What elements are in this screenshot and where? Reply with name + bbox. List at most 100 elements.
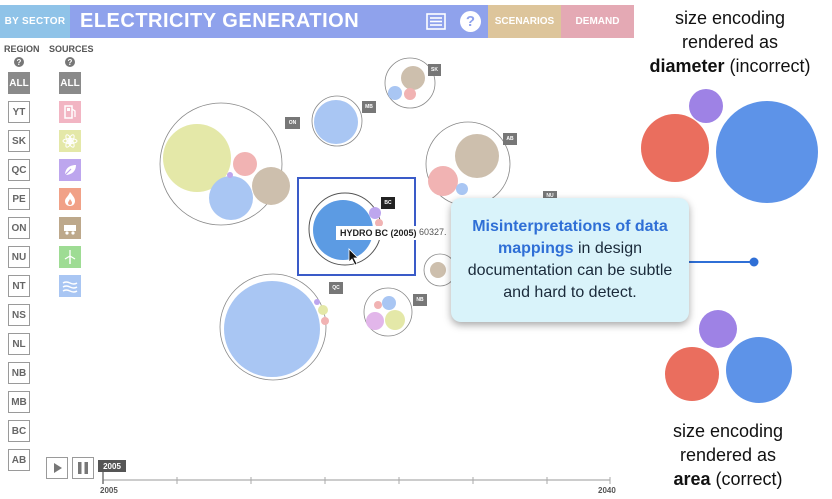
mb-hydro-bubble[interactable]: [314, 100, 358, 144]
region-button-bc[interactable]: BC: [8, 420, 30, 442]
source-button-hydro[interactable]: [59, 275, 81, 297]
callout-highlight: Misinterpretations of data mappings: [472, 218, 668, 257]
page-title: ELECTRICITY GENERATION: [80, 10, 360, 32]
nb-biomass-bubble[interactable]: [366, 312, 384, 330]
nb-gas-bubble[interactable]: [374, 301, 382, 309]
pause-icon: [78, 462, 88, 474]
region-button-nb[interactable]: NB: [8, 362, 30, 384]
tab-by-sector[interactable]: BY SECTOR: [0, 5, 70, 38]
source-button-biomass[interactable]: [59, 159, 81, 181]
region-button-on[interactable]: ON: [8, 217, 30, 239]
qc-biomass-bubble[interactable]: [314, 299, 320, 305]
timeline-end-label: 2040: [598, 486, 616, 495]
help-icon[interactable]: ?: [460, 11, 481, 32]
region-tag-ab: AB: [503, 133, 517, 145]
source-button-nuclear[interactable]: [59, 130, 81, 152]
region-button-nu[interactable]: NU: [8, 246, 30, 268]
region-button-yt[interactable]: YT: [8, 101, 30, 123]
annotation-area-suffix: (correct): [710, 469, 783, 489]
coal-cart-icon: [64, 225, 76, 235]
region-tag-qc: QC: [329, 282, 343, 294]
region-button-ab[interactable]: AB: [8, 449, 30, 471]
example-diameter-red: [641, 114, 709, 182]
callout-rest: in design documentation can be subtle an…: [467, 240, 673, 301]
annotation-area: size encoding rendered as area (correct): [628, 419, 828, 491]
region-tag-mb: MB: [362, 101, 376, 113]
region-tag-nu: NU: [543, 191, 557, 201]
hydro-waves-icon: [62, 281, 78, 293]
bc-gas-bubble[interactable]: [375, 219, 383, 227]
callout-box: Misinterpretations of data mappings in d…: [451, 198, 689, 322]
example-diameter-blue: [716, 101, 818, 203]
qc-hydro-bubble[interactable]: [224, 281, 320, 377]
annotation-diameter-suffix: (incorrect): [724, 56, 811, 76]
example-diameter-purple: [689, 89, 723, 123]
source-button-coal[interactable]: [59, 217, 81, 239]
timeline-current-year[interactable]: 2005: [98, 460, 126, 472]
timeline-ticks: [176, 477, 611, 484]
ab-gas-bubble[interactable]: [428, 166, 458, 196]
annotation-area-bold: area: [673, 469, 711, 489]
example-area-blue: [726, 337, 792, 403]
source-button-all[interactable]: ALL: [59, 72, 81, 94]
ab-coal-bubble[interactable]: [455, 134, 499, 178]
sk-gas-bubble[interactable]: [404, 88, 416, 100]
list-icon[interactable]: [426, 13, 446, 30]
nb-hydro-bubble[interactable]: [382, 296, 396, 310]
flame-icon: [65, 192, 75, 206]
play-icon: [54, 463, 62, 473]
connector-dot: [749, 257, 759, 267]
callout-text: Misinterpretations of data mappings in d…: [451, 216, 689, 304]
on-biomass-bubble[interactable]: [227, 172, 233, 178]
qc-gas-bubble[interactable]: [321, 317, 329, 325]
region-label: REGION: [4, 44, 40, 54]
sources-help-icon[interactable]: ?: [65, 57, 75, 67]
example-area-purple: [699, 310, 737, 348]
source-button-gas[interactable]: [59, 188, 81, 210]
nuclear-icon: [62, 134, 78, 148]
tooltip-value: 60327.: [419, 227, 447, 237]
tab-scenarios[interactable]: SCENARIOS: [488, 5, 561, 38]
region-tag-bc: BC: [381, 197, 395, 209]
source-button-oil[interactable]: [59, 101, 81, 123]
annotation-diameter-line1: size encoding: [674, 8, 786, 28]
region-button-nt[interactable]: NT: [8, 275, 30, 297]
tooltip-label: HYDRO BC (2005): [336, 226, 421, 240]
on-nuclear-bubble[interactable]: [163, 124, 231, 192]
annotation-diameter: size encoding rendered as diameter (inco…: [630, 6, 830, 78]
region-button-mb[interactable]: MB: [8, 391, 30, 413]
annotation-area-line1: size encoding: [672, 421, 784, 441]
wind-solar-icon: [64, 250, 76, 264]
region-button-qc[interactable]: QC: [8, 159, 30, 181]
tab-demand[interactable]: DEMAND: [561, 5, 634, 38]
sources-label: SOURCES: [49, 44, 94, 54]
on-coal-bubble[interactable]: [233, 152, 257, 176]
play-button[interactable]: [46, 457, 68, 479]
pause-button[interactable]: [72, 457, 94, 479]
mouse-cursor: [348, 248, 359, 266]
on-hydro-bubble[interactable]: [209, 176, 253, 220]
ab-hydro-bubble[interactable]: [456, 183, 468, 195]
sk-hydro-bubble[interactable]: [388, 86, 402, 100]
region-tag-on: ON: [285, 117, 300, 129]
region-button-pe[interactable]: PE: [8, 188, 30, 210]
nb-nuclear-bubble[interactable]: [385, 310, 405, 330]
example-area-red: [665, 347, 719, 401]
region-button-all[interactable]: ALL: [8, 72, 30, 94]
region-help-icon[interactable]: ?: [14, 57, 24, 67]
annotation-area-line2: rendered as: [679, 445, 777, 465]
timeline-start-label: 2005: [100, 486, 118, 495]
biomass-leaf-icon: [64, 165, 76, 176]
region-button-ns[interactable]: NS: [8, 304, 30, 326]
qc-nuclear-bubble[interactable]: [318, 305, 328, 315]
source-button-renewable[interactable]: [59, 246, 81, 268]
bc-biomass-bubble[interactable]: [369, 207, 381, 219]
on-gas-bubble[interactable]: [252, 167, 290, 205]
nu-oil-bubble[interactable]: [430, 262, 446, 278]
region-button-nl[interactable]: NL: [8, 333, 30, 355]
region-tag-nb: NB: [413, 294, 427, 306]
sk-coal-bubble[interactable]: [401, 66, 425, 90]
annotation-diameter-bold: diameter: [649, 56, 725, 76]
region-tag-sk: SK: [428, 64, 441, 76]
region-button-sk[interactable]: SK: [8, 130, 30, 152]
